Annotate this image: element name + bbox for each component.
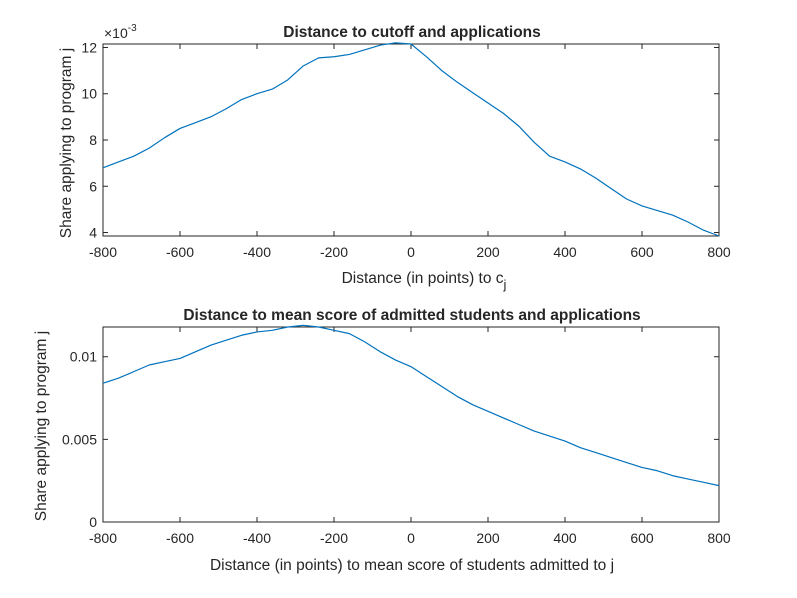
top-y-tick-label: 8 bbox=[89, 132, 97, 148]
exponent-base: ×10 bbox=[104, 25, 128, 41]
bottom-x-tick-label: 600 bbox=[630, 530, 654, 546]
bottom-x-tick-label: 0 bbox=[407, 530, 415, 546]
top-series-line bbox=[102, 42, 720, 237]
top-x-tick-label: 200 bbox=[476, 244, 500, 260]
top-x-label-subscript: j bbox=[503, 277, 507, 292]
top-x-tick-label: 600 bbox=[630, 244, 654, 260]
bottom-chart-panel: Distance to mean score of admitted stude… bbox=[33, 307, 731, 574]
top-x-tick-label: 0 bbox=[407, 244, 415, 260]
bottom-series-line bbox=[102, 324, 720, 487]
exponent-power: -3 bbox=[128, 23, 137, 34]
bottom-x-tick-label: -400 bbox=[243, 530, 271, 546]
top-y-tick-label: 6 bbox=[89, 178, 97, 194]
top-x-tick-label: -400 bbox=[243, 244, 271, 260]
top-plot-area bbox=[102, 43, 720, 237]
bottom-x-tick-label: 400 bbox=[553, 530, 577, 546]
top-chart-x-axis-label: Distance (in points) to cj bbox=[342, 270, 507, 292]
top-x-tick-label: -200 bbox=[320, 244, 348, 260]
top-x-label-main: Distance (in points) to c bbox=[342, 270, 504, 287]
bottom-x-tick-label: 800 bbox=[707, 530, 731, 546]
top-chart-title: Distance to cutoff and applications bbox=[283, 24, 541, 41]
top-x-tick-label: -600 bbox=[166, 244, 194, 260]
top-x-tick-label: 400 bbox=[553, 244, 577, 260]
bottom-y-tick-label: 0 bbox=[89, 514, 97, 530]
top-x-tick-label: 800 bbox=[707, 244, 731, 260]
top-x-tick-label: -800 bbox=[89, 244, 117, 260]
top-y-tick-label: 4 bbox=[89, 225, 97, 241]
top-y-tick-label: 12 bbox=[81, 39, 97, 55]
bottom-y-tick-label: 0.005 bbox=[62, 431, 97, 447]
bottom-chart-title: Distance to mean score of admitted stude… bbox=[183, 307, 640, 324]
top-chart-exponent-label: ×10-3 bbox=[104, 23, 137, 41]
bottom-x-tick-label: -600 bbox=[166, 530, 194, 546]
bottom-x-tick-label: 200 bbox=[476, 530, 500, 546]
top-chart-y-axis-label: Share applying to program j bbox=[58, 48, 75, 238]
top-chart-panel: Distance to cutoff and applications ×10-… bbox=[58, 23, 731, 292]
bottom-x-tick-label: -200 bbox=[320, 530, 348, 546]
bottom-chart-x-axis-label: Distance (in points) to mean score of st… bbox=[210, 557, 614, 574]
bottom-chart-y-axis-label: Share applying to program j bbox=[33, 331, 50, 521]
top-y-tick-label: 10 bbox=[81, 86, 97, 102]
bottom-plot-area bbox=[102, 326, 720, 523]
bottom-x-tick-label: -800 bbox=[89, 530, 117, 546]
bottom-y-tick-label: 0.01 bbox=[70, 349, 97, 365]
